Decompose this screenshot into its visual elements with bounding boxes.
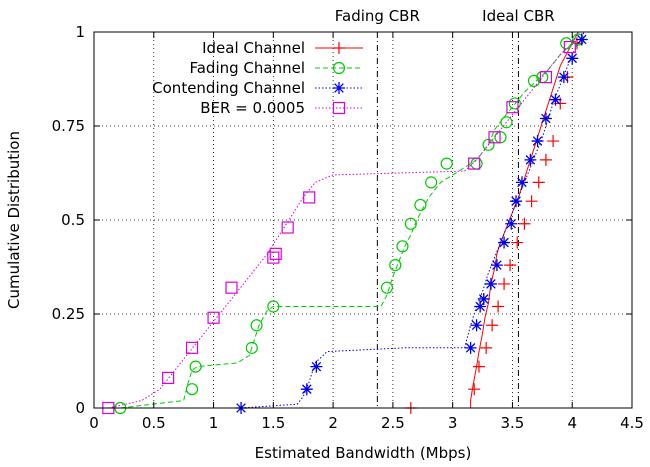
data-point <box>539 153 552 166</box>
x-axis-label: Estimated Bandwidth (Mbps) <box>255 444 472 462</box>
data-point <box>225 281 238 294</box>
data-point <box>510 195 523 208</box>
data-point <box>547 135 560 148</box>
data-point <box>250 319 263 332</box>
data-point <box>531 135 544 148</box>
data-point <box>505 217 518 230</box>
data-point <box>267 300 280 313</box>
x-tick-label: 3 <box>448 414 458 432</box>
data-point <box>532 176 545 189</box>
data-point <box>404 217 417 230</box>
x-tick-label: 0.5 <box>142 414 166 432</box>
x-tick-label: 4 <box>567 414 577 432</box>
y-tick-label: 0 <box>75 399 85 417</box>
data-point <box>425 176 438 189</box>
data-point <box>539 71 553 84</box>
data-point <box>389 259 402 272</box>
series-line <box>108 31 579 409</box>
data-point <box>414 198 427 212</box>
series-square <box>102 31 579 415</box>
data-point <box>470 319 483 332</box>
data-point <box>269 247 282 260</box>
data-point <box>524 153 537 166</box>
y-axis-label: Cumulative Distribution <box>5 131 23 309</box>
series-line <box>241 31 585 409</box>
data-point <box>539 112 552 125</box>
y-tick-label: 0.75 <box>52 117 85 135</box>
data-point <box>468 383 481 396</box>
legend-label: Contending Channel <box>152 79 305 97</box>
data-point <box>563 40 576 54</box>
data-point <box>498 277 511 290</box>
x-tick-label: 1.5 <box>261 414 285 432</box>
data-point <box>525 195 538 208</box>
data-point <box>332 101 346 115</box>
reference-line-label: Ideal CBR <box>482 7 555 25</box>
legend-label: Ideal Channel <box>202 39 305 57</box>
data-point <box>527 74 541 87</box>
x-tick-label: 4.5 <box>620 414 644 432</box>
reference-lines: Fading CBR Ideal CBR <box>335 7 555 408</box>
data-point <box>162 371 175 385</box>
data-point <box>207 311 220 324</box>
data-point <box>516 176 529 189</box>
data-point <box>498 236 511 249</box>
x-tick-label: 2.5 <box>381 414 405 432</box>
data-point <box>488 131 501 144</box>
data-point <box>185 341 199 354</box>
data-point <box>396 240 409 253</box>
data-point <box>484 277 497 290</box>
y-tick-label: 0.25 <box>52 305 85 323</box>
y-tick-label: 1 <box>75 23 85 41</box>
legend-label: BER = 0.0005 <box>200 99 305 117</box>
data-point <box>560 37 573 50</box>
reference-line-label: Fading CBR <box>335 7 420 25</box>
data-point <box>332 61 346 75</box>
data-point <box>506 101 519 114</box>
data-point <box>300 383 313 396</box>
data-point <box>303 191 316 204</box>
legend-label: Fading Channel <box>189 59 305 77</box>
data-point <box>566 52 579 65</box>
data-point <box>310 360 323 373</box>
data-point <box>549 93 562 106</box>
data-point <box>490 259 503 272</box>
data-point <box>477 292 490 305</box>
data-point <box>480 341 493 354</box>
data-point <box>518 217 531 230</box>
data-point <box>472 360 485 373</box>
data-point <box>508 97 521 110</box>
legend: Ideal Channel Fading Channel Contending Ch… <box>152 39 363 117</box>
x-tick-label: 1 <box>209 414 219 432</box>
x-tick-label: 0 <box>89 414 99 432</box>
y-tick-label: 0.5 <box>61 211 85 229</box>
data-point <box>492 300 505 313</box>
data-point <box>440 157 453 170</box>
grid <box>94 32 632 408</box>
data-point <box>575 33 588 46</box>
data-point <box>474 300 487 313</box>
data-point <box>504 259 517 272</box>
data-point <box>557 71 570 84</box>
axis-ticks: 0 0.5 1 1.5 2 2.5 3 3.5 4 4.5 0 0.25 0.5 0.75 1 <box>52 23 644 432</box>
series-line <box>120 31 579 409</box>
data-point <box>511 236 524 249</box>
data-point <box>500 116 513 129</box>
data-point <box>185 383 199 396</box>
data-point <box>333 42 345 54</box>
data-point <box>245 341 258 354</box>
x-tick-label: 2 <box>328 414 338 432</box>
data-point <box>486 319 499 332</box>
data-point <box>380 281 394 294</box>
data-point <box>468 157 481 170</box>
data-point <box>267 251 280 264</box>
x-tick-label: 3.5 <box>501 414 525 432</box>
data-point <box>464 341 477 354</box>
data-point <box>281 221 294 234</box>
data-point <box>189 360 202 373</box>
data-point <box>333 82 345 94</box>
